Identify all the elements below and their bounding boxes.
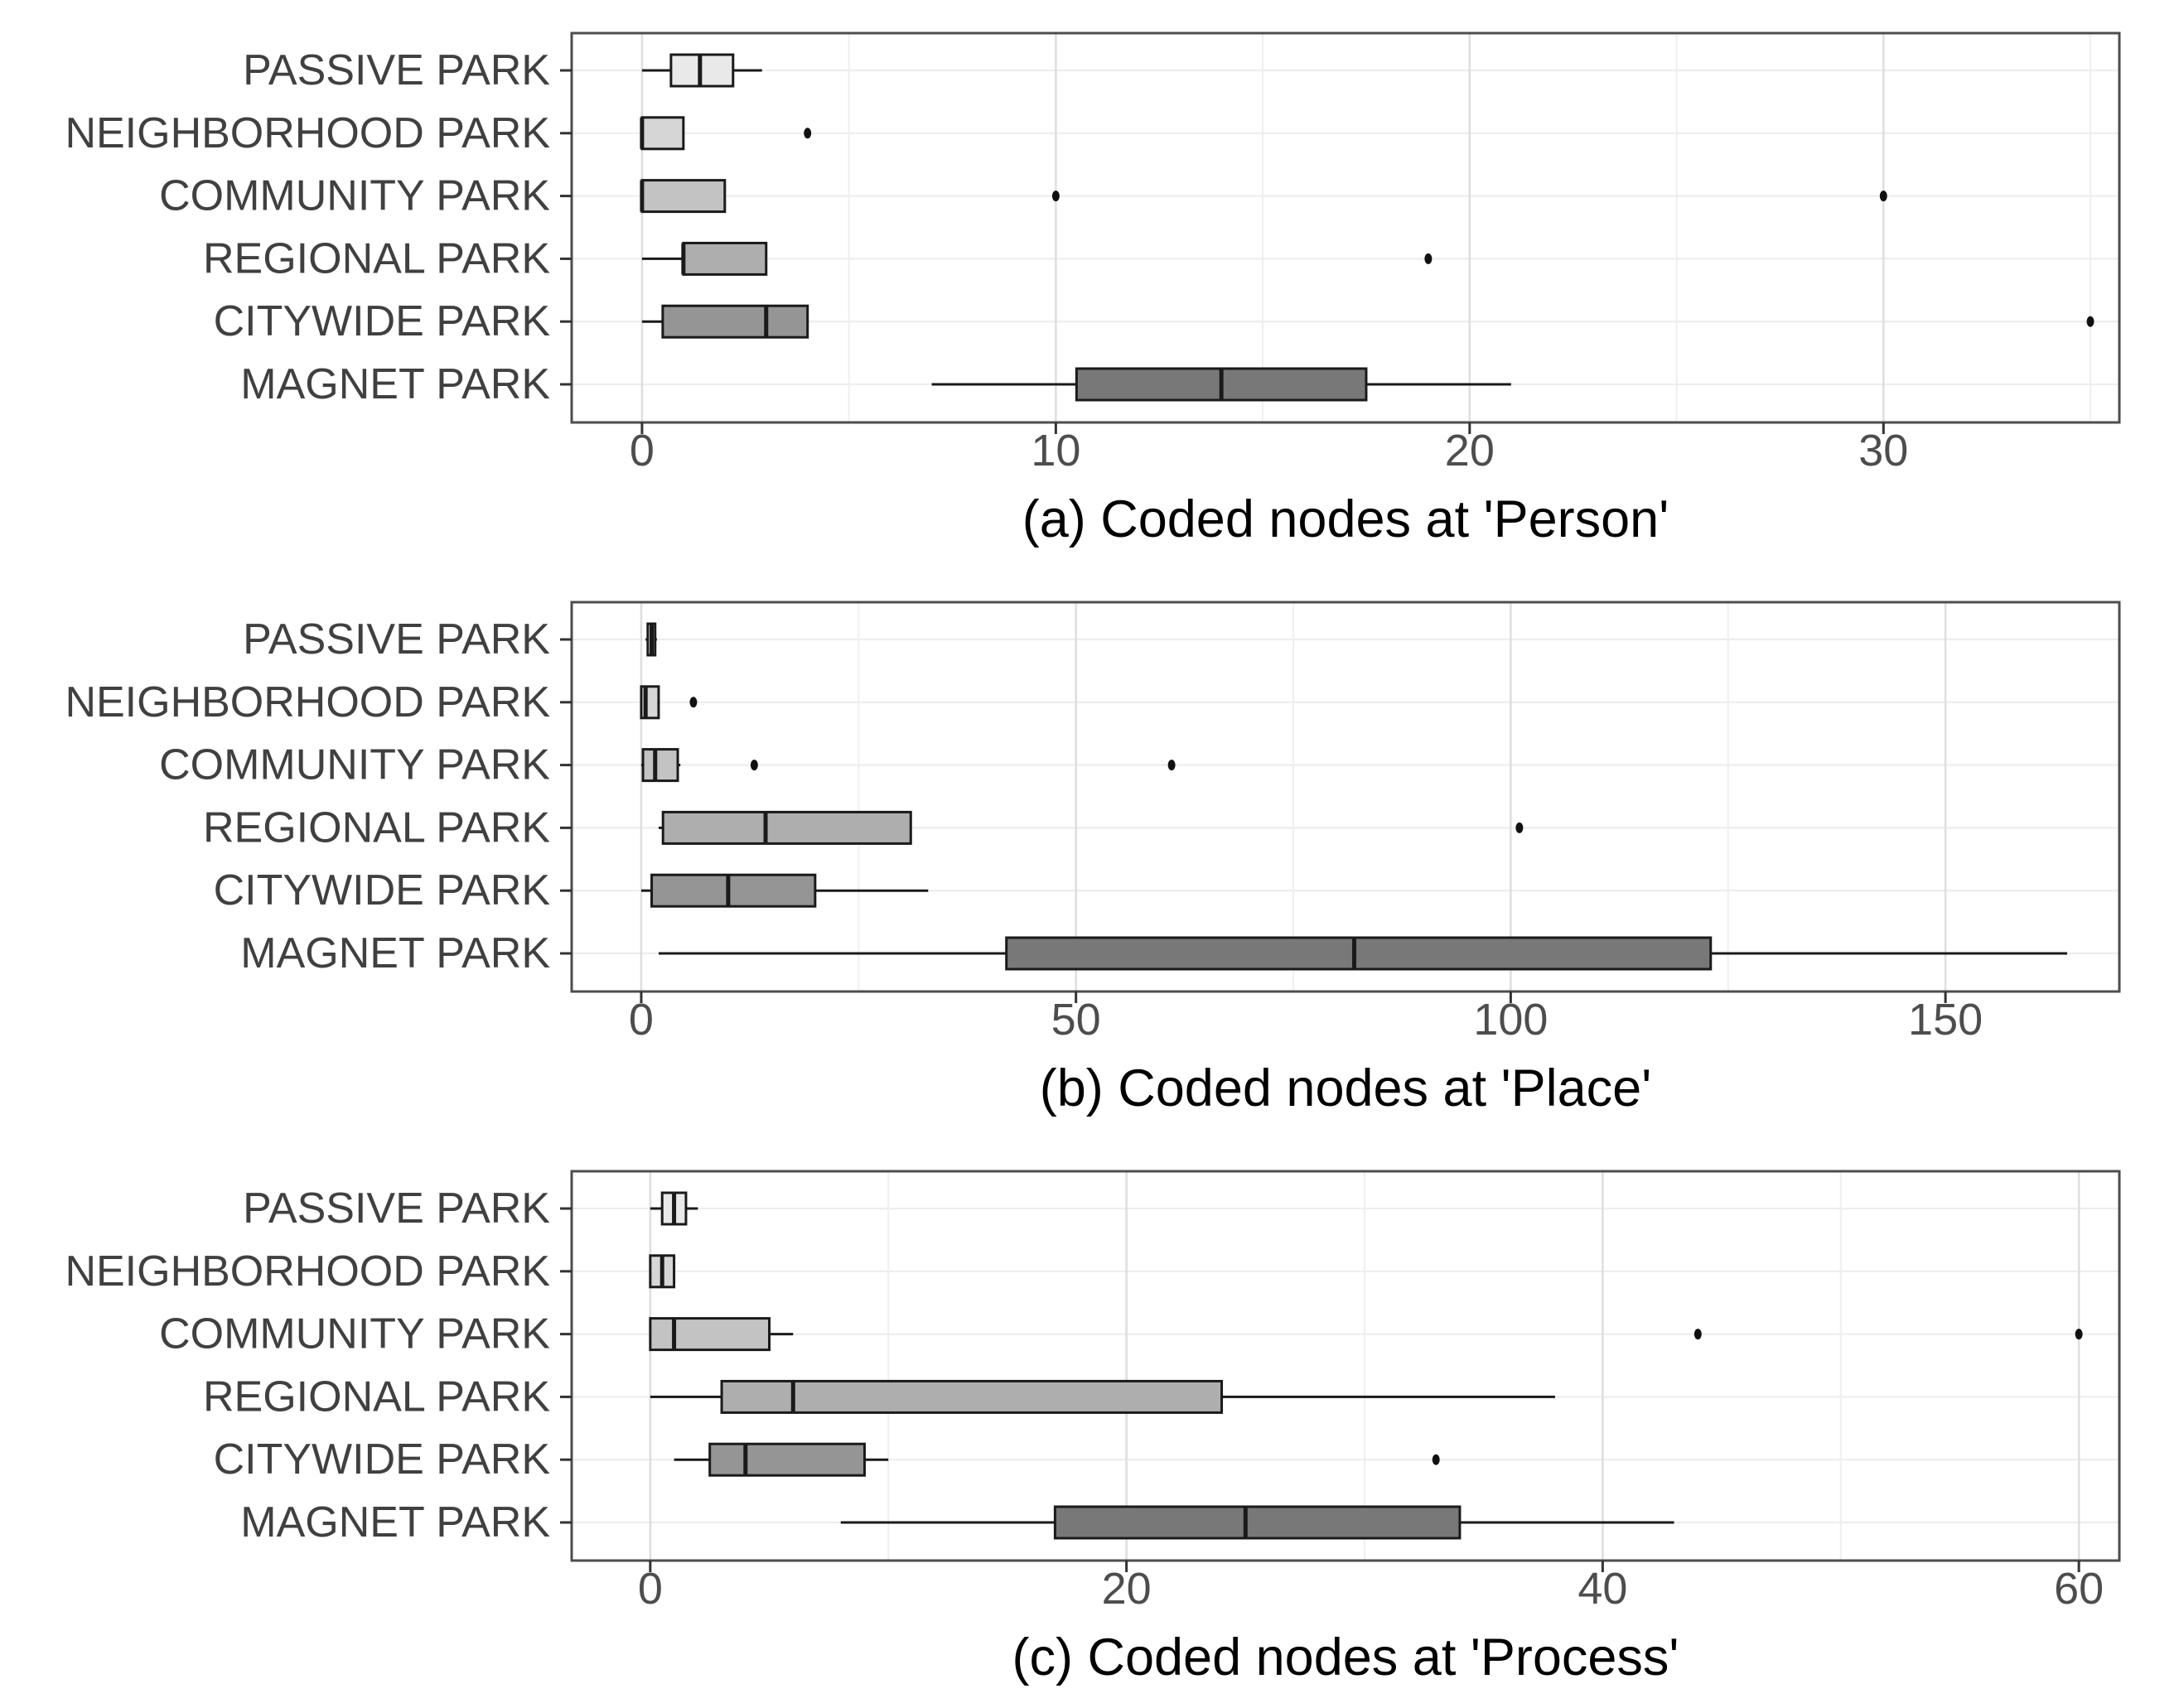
boxplot-box-magnet-park xyxy=(658,936,2068,971)
panel-background xyxy=(572,602,2119,992)
y-axis-label: NEIGHBORHOOD PARK xyxy=(65,109,550,157)
y-axis-label: MAGNET PARK xyxy=(240,360,550,408)
panel-border xyxy=(570,31,2121,424)
boxplot-box-passive-park xyxy=(650,1191,698,1226)
boxplot-box-community-park xyxy=(640,179,1887,214)
iqr-box xyxy=(720,1379,1224,1414)
boxplot-box-neighborhood-park xyxy=(640,685,698,720)
iqr-box xyxy=(1053,1505,1462,1540)
boxplot-chart-place: 0 50 100 150 PASSIVE PARK NEIGHBORHOOD PARK CO… xyxy=(65,601,2121,1117)
panel-background xyxy=(572,33,2119,422)
iqr-box xyxy=(640,116,685,151)
y-axis-label: CITYWIDE PARK xyxy=(214,297,551,345)
boxplot-box-passive-park xyxy=(641,53,762,88)
x-tick-label: 0 xyxy=(630,426,655,475)
y-axis-label: NEIGHBORHOOD PARK xyxy=(65,678,550,726)
iqr-box xyxy=(649,1317,771,1352)
boxplot-box-community-park xyxy=(649,1317,2083,1352)
boxplot-box-regional-park xyxy=(641,241,1433,276)
y-axis-label: COMMUNITY PARK xyxy=(159,741,550,789)
y-axis-label: MAGNET PARK xyxy=(240,1498,550,1546)
y-axis-label: MAGNET PARK xyxy=(240,929,550,977)
y-axis-label: COMMUNITY PARK xyxy=(159,172,550,220)
outlier-point xyxy=(2086,316,2094,327)
x-tick-label: 0 xyxy=(638,1564,663,1614)
y-axis-label: COMMUNITY PARK xyxy=(159,1310,550,1358)
boxplot-box-neighborhood-park xyxy=(649,1254,676,1289)
boxplot-chart-process: 0 20 40 60 PASSIVE PARK NEIGHBORHOOD PARK COMM… xyxy=(65,1170,2121,1686)
iqr-box xyxy=(708,1442,866,1477)
boxplot-box-magnet-park xyxy=(931,367,1511,402)
y-axis-label: PASSIVE PARK xyxy=(243,1185,550,1233)
outlier-point xyxy=(1424,253,1433,264)
y-axis-label: PASSIVE PARK xyxy=(243,615,550,663)
iqr-box xyxy=(682,241,768,276)
boxplot-box-citywide-park xyxy=(674,1442,1440,1477)
chart-caption-place: (b) Coded nodes at 'Place' xyxy=(1040,1059,1652,1117)
outlier-point xyxy=(1167,760,1176,771)
boxplot-box-community-park xyxy=(640,748,1176,783)
panel-border xyxy=(570,1170,2121,1562)
y-axis-label: REGIONAL PARK xyxy=(203,803,550,852)
y-axis-label: REGIONAL PARK xyxy=(203,234,550,282)
iqr-box xyxy=(661,304,809,339)
x-tick-label: 30 xyxy=(1858,426,1908,475)
outlier-point xyxy=(2075,1329,2083,1340)
chart-caption-process: (c) Coded nodes at 'Process' xyxy=(1012,1628,1679,1686)
outlier-point xyxy=(689,697,698,708)
x-tick-label: 150 xyxy=(1908,995,1983,1045)
y-axis-label: CITYWIDE PARK xyxy=(214,1435,551,1484)
boxplot-box-regional-park xyxy=(650,1379,1555,1414)
outlier-point xyxy=(1515,822,1524,833)
outlier-point xyxy=(1432,1454,1440,1465)
iqr-box xyxy=(641,748,679,783)
x-tick-label: 50 xyxy=(1051,995,1101,1045)
iqr-box xyxy=(1005,936,1713,971)
panel-background xyxy=(572,1171,2119,1561)
iqr-box xyxy=(650,873,817,908)
outlier-point xyxy=(804,128,812,139)
boxplot-box-regional-park xyxy=(658,810,1524,845)
y-axis-label: NEIGHBORHOOD PARK xyxy=(65,1247,550,1295)
y-axis-label: PASSIVE PARK xyxy=(243,46,550,94)
x-tick-label: 100 xyxy=(1473,995,1548,1045)
y-axis-label: CITYWIDE PARK xyxy=(214,866,551,914)
outlier-point xyxy=(750,760,758,771)
x-tick-label: 10 xyxy=(1031,426,1080,475)
panel-border xyxy=(570,601,2121,993)
x-tick-label: 60 xyxy=(2054,1564,2104,1614)
iqr-box xyxy=(661,810,912,845)
outlier-point xyxy=(1051,191,1060,202)
chart-caption-person: (a) Coded nodes at 'Person' xyxy=(1022,490,1669,548)
x-tick-label: 20 xyxy=(1445,426,1495,475)
boxplot-box-citywide-park xyxy=(641,304,2094,339)
iqr-box xyxy=(640,179,727,214)
x-tick-label: 20 xyxy=(1102,1564,1152,1614)
y-axis-label: REGIONAL PARK xyxy=(203,1373,550,1421)
boxplot-box-citywide-park xyxy=(640,873,929,908)
x-tick-label: 0 xyxy=(629,995,654,1045)
boxplot-box-neighborhood-park xyxy=(640,116,812,151)
boxplot-box-passive-park xyxy=(645,622,657,657)
boxplot-box-magnet-park xyxy=(840,1505,1674,1540)
boxplot-chart-person: 0 10 20 30 PASSIVE PARK NEIGHBORHOOD PARK COMM… xyxy=(65,31,2121,548)
x-tick-label: 40 xyxy=(1577,1564,1627,1614)
outlier-point xyxy=(1693,1329,1702,1340)
outlier-point xyxy=(1879,191,1887,202)
